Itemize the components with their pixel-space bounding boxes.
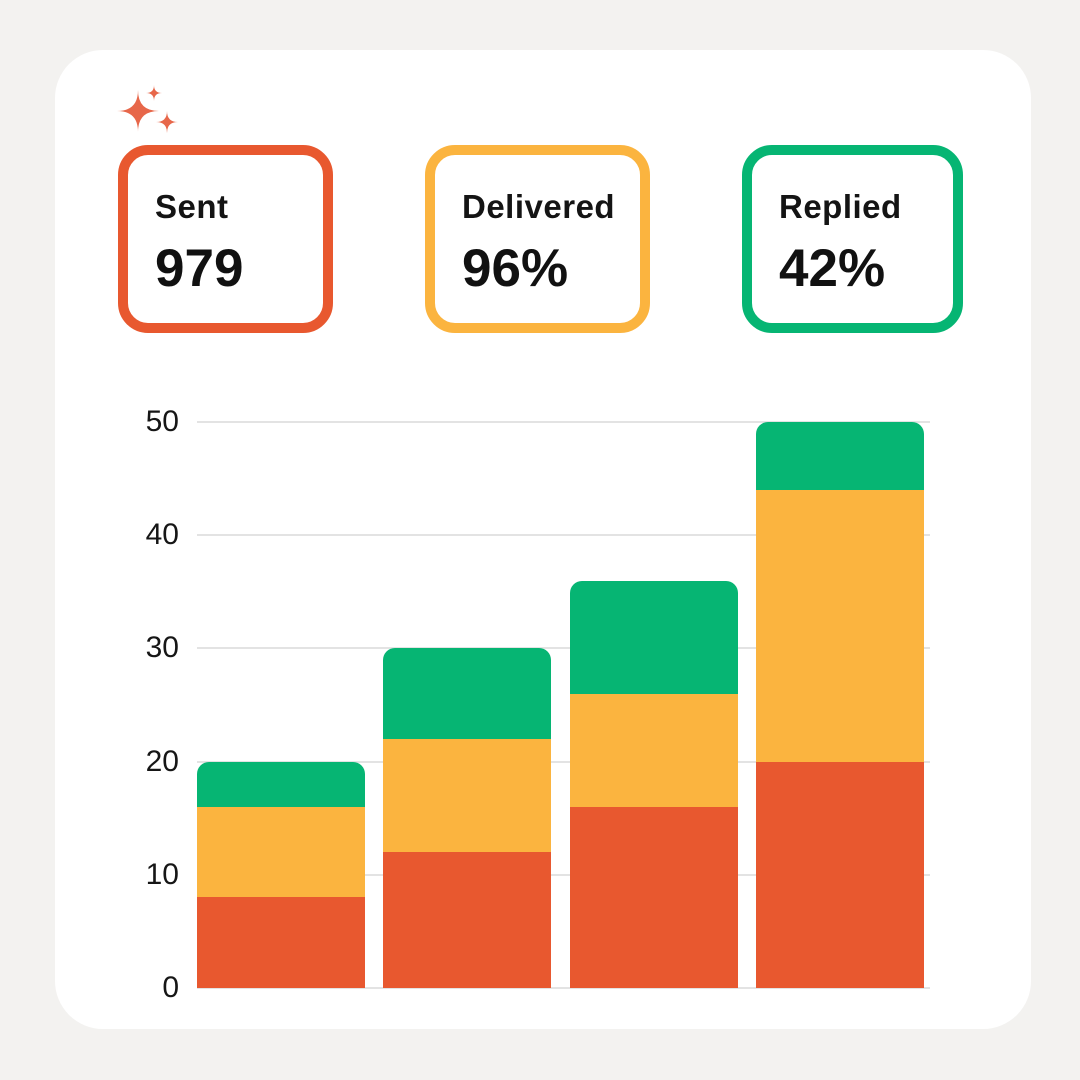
bar-segment-orange-bottom	[756, 761, 924, 988]
sparkles-icon	[117, 85, 178, 133]
y-tick-label: 10	[145, 857, 179, 891]
bar-segment-green-top	[756, 422, 924, 490]
stacked-bar-bar-2	[383, 648, 552, 988]
bar-segment-yellow-middle	[756, 489, 924, 762]
stacked-bar-bar-1	[197, 761, 365, 988]
gridline	[197, 647, 930, 650]
gridline	[197, 760, 930, 763]
stat-value: 96%	[462, 239, 569, 298]
stat-value: 979	[155, 239, 244, 298]
dashboard-card: Sent 979 Delivered 96% Replied 42% 0 10 20…	[55, 50, 1031, 1029]
bar-segment-yellow-middle	[383, 738, 552, 853]
bar-segment-orange-bottom	[383, 852, 552, 988]
bar-segment-yellow-middle	[197, 806, 365, 898]
stat-card-replied: Replied 42%	[742, 145, 963, 333]
stacked-bar-bar-3	[569, 580, 738, 988]
y-tick-label: 40	[145, 518, 179, 552]
y-tick-label: 20	[145, 744, 179, 778]
bar-segment-green-top	[383, 648, 552, 739]
bar-segment-orange-bottom	[197, 897, 365, 988]
stacked-bar-bar-4	[756, 422, 924, 988]
gridline	[197, 873, 930, 876]
bar-segment-green-top	[569, 580, 738, 694]
stat-card-delivered: Delivered 96%	[425, 145, 650, 333]
stat-value: 42%	[779, 239, 886, 298]
gridline	[197, 987, 930, 989]
gridline	[197, 534, 930, 537]
bar-segment-orange-bottom	[569, 806, 738, 988]
y-tick-label: 30	[145, 631, 179, 665]
stat-label: Sent	[155, 188, 229, 225]
stat-card-sent: Sent 979	[118, 145, 333, 333]
y-tick-label: 50	[145, 405, 179, 438]
stat-label: Delivered	[462, 188, 616, 225]
stacked-bar-chart: 0 10 20 30 40 50	[146, 407, 930, 1003]
stat-label: Replied	[779, 188, 902, 225]
bar-segment-yellow-middle	[569, 693, 738, 807]
bar-segment-green-top	[197, 761, 365, 807]
gridline	[197, 421, 930, 423]
y-tick-label: 0	[162, 971, 179, 1004]
